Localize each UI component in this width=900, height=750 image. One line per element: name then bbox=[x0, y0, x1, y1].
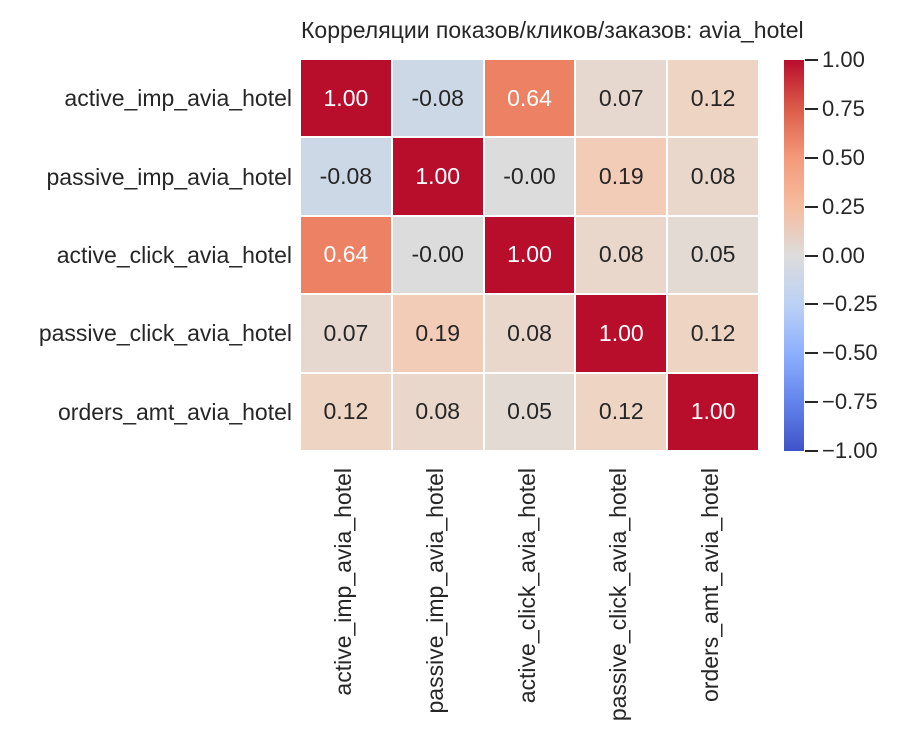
heatmap-cell: 0.12 bbox=[301, 373, 391, 450]
colorbar-tick-label: −0.50 bbox=[822, 340, 878, 366]
y-tick-label: passive_imp_avia_hotel bbox=[46, 163, 293, 190]
heatmap-cell: 0.64 bbox=[301, 216, 391, 294]
y-tick-label: orders_amt_avia_hotel bbox=[58, 398, 292, 425]
heatmap-cell: 0.12 bbox=[668, 60, 758, 137]
heatmap-cell: 0.12 bbox=[668, 295, 758, 372]
colorbar-tick-mark bbox=[805, 450, 818, 452]
heatmap-cell: 0.64 bbox=[484, 60, 575, 137]
y-tick-label: active_imp_avia_hotel bbox=[64, 85, 292, 112]
colorbar-tick-mark bbox=[805, 59, 818, 61]
colorbar-tick-mark bbox=[805, 303, 818, 306]
colorbar-tick-label: 0.00 bbox=[822, 242, 865, 268]
heatmap-grid: 1.00 -0.08 0.64 0.07 0.12 -0.08 1.00 -0.00 0.19 0… bbox=[301, 60, 758, 450]
heatmap-cell: 1.00 bbox=[301, 60, 391, 137]
colorbar-tick-label: −0.75 bbox=[822, 389, 878, 415]
heatmap-cell: -0.08 bbox=[301, 138, 391, 215]
colorbar-tick-mark bbox=[805, 401, 818, 404]
heatmap-cell: 0.05 bbox=[668, 216, 758, 294]
colorbar-tick-label: −0.25 bbox=[822, 291, 878, 317]
y-tick-label: passive_click_avia_hotel bbox=[38, 320, 292, 347]
heatmap-cell: 0.05 bbox=[484, 373, 575, 450]
heatmap-cell: 0.12 bbox=[576, 373, 667, 450]
chart-title: Корреляции показов/кликов/заказов: avia_… bbox=[301, 17, 804, 43]
colorbar-tick-label: 0.50 bbox=[822, 144, 865, 170]
x-tick-label: passive_imp_avia_hotel bbox=[421, 468, 448, 714]
colorbar-tick-label: 0.75 bbox=[822, 95, 865, 121]
colorbar-gradient bbox=[784, 60, 804, 451]
colorbar-tick-label: −1.00 bbox=[822, 438, 878, 463]
heatmap-cell: -0.00 bbox=[392, 216, 483, 294]
colorbar-tick-label: 1.00 bbox=[822, 47, 865, 72]
x-tick-label: orders_amt_avia_hotel bbox=[697, 468, 724, 702]
heatmap-cell: -0.08 bbox=[392, 60, 483, 137]
y-tick-label: active_click_avia_hotel bbox=[56, 242, 292, 268]
heatmap-cell: 0.19 bbox=[392, 295, 483, 372]
heatmap-cell: 0.07 bbox=[301, 295, 391, 372]
heatmap-cell: 0.08 bbox=[484, 295, 575, 372]
x-tick-label: passive_click_avia_hotel bbox=[605, 468, 632, 722]
x-tick-label: active_imp_avia_hotel bbox=[329, 468, 356, 696]
colorbar-tick-mark bbox=[805, 107, 818, 110]
heatmap-cell: 1.00 bbox=[484, 216, 575, 294]
heatmap-cell: 1.00 bbox=[668, 373, 758, 450]
heatmap-cell: 0.19 bbox=[576, 138, 667, 215]
heatmap-cell: 0.08 bbox=[392, 373, 483, 450]
heatmap-cell: 1.00 bbox=[576, 295, 667, 372]
colorbar-tick-mark bbox=[805, 254, 818, 257]
heatmap-cell: 1.00 bbox=[392, 138, 483, 215]
heatmap-cell: -0.00 bbox=[484, 138, 575, 215]
colorbar-tick-mark bbox=[805, 352, 818, 355]
heatmap-cell: 0.08 bbox=[668, 138, 758, 215]
x-tick-label: active_click_avia_hotel bbox=[513, 468, 540, 704]
heatmap-cell: 0.08 bbox=[576, 216, 667, 294]
colorbar-tick-label: 0.25 bbox=[822, 193, 865, 219]
colorbar-tick-mark bbox=[805, 156, 818, 159]
colorbar-tick-mark bbox=[805, 205, 818, 208]
heatmap-cell: 0.07 bbox=[576, 60, 667, 137]
